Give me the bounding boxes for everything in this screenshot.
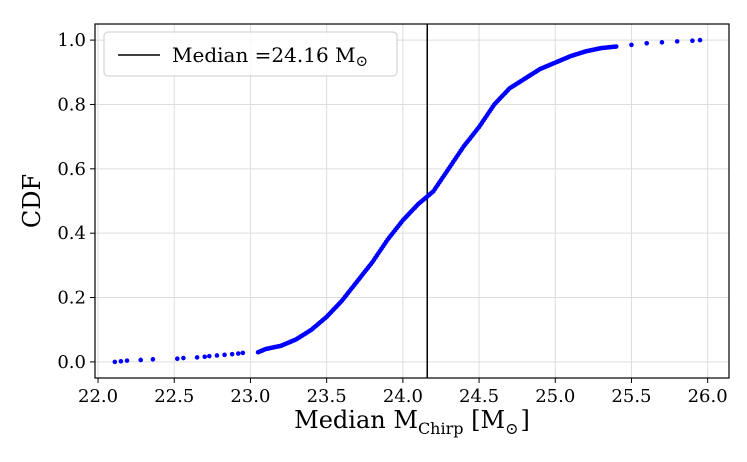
legend: Median =24.16 M⊙ [103, 31, 398, 77]
x-axis-label-subscript: Chirp [418, 419, 464, 438]
plot-frame [94, 23, 730, 379]
axis-ticks: 22.0 22.5 23.0 23.5 24.0 24.5 25.0 25.5 26.0 0.0 0… [57, 30, 727, 407]
legend-median-label: Median =24.16 M⊙ [172, 43, 368, 70]
data-point [613, 44, 619, 49]
data-point [222, 352, 227, 358]
y-tick-label: 0.6 [57, 159, 86, 180]
data-point [629, 42, 634, 48]
y-tick-label: 1.0 [57, 30, 86, 51]
data-point [138, 357, 144, 363]
x-tick-label: 23.5 [307, 386, 347, 407]
data-point [202, 354, 208, 360]
y-tick-label: 0.0 [57, 352, 86, 373]
legend-median-sun: ⊙ [356, 52, 369, 70]
y-tick-label: 0.8 [57, 94, 86, 115]
data-point [174, 356, 180, 361]
data-point [118, 358, 124, 364]
data-point [207, 353, 212, 359]
x-axis-label: Median MChirp [M⊙] [294, 406, 530, 438]
data-point [194, 355, 200, 360]
x-tick-label: 25.5 [611, 386, 651, 407]
data-point [690, 38, 695, 44]
data-point [235, 351, 241, 356]
x-axis-label-close: ] [520, 406, 529, 434]
x-axis-label-sun: ⊙ [505, 419, 518, 438]
x-tick-label: 22.5 [154, 386, 194, 407]
x-tick-label: 26.0 [688, 386, 728, 407]
x-tick-label: 24.5 [459, 386, 499, 407]
data-points [112, 37, 703, 365]
grid-lines [95, 24, 729, 378]
data-point [697, 37, 703, 43]
data-point [644, 41, 650, 46]
x-axis-label-prefix: Median M [294, 406, 418, 434]
data-point [229, 351, 235, 357]
y-axis-label: CDF [18, 174, 46, 228]
data-point [659, 40, 665, 45]
data-point [181, 355, 186, 361]
legend-box [103, 31, 398, 77]
x-tick-label: 22.0 [78, 386, 118, 407]
y-tick-label: 0.4 [57, 223, 86, 244]
data-point [240, 350, 246, 356]
data-point [214, 353, 220, 358]
data-point [124, 358, 130, 363]
legend-median-prefix: Median =24.16 M [172, 43, 356, 67]
x-tick-label: 24.0 [383, 386, 423, 407]
y-tick-label: 0.2 [57, 288, 86, 309]
data-point [150, 357, 156, 362]
data-point [112, 359, 118, 365]
x-axis-label-suffix: [M [464, 406, 506, 434]
data-point [674, 39, 680, 44]
x-tick-label: 25.0 [535, 386, 575, 407]
x-tick-label: 23.0 [230, 386, 270, 407]
